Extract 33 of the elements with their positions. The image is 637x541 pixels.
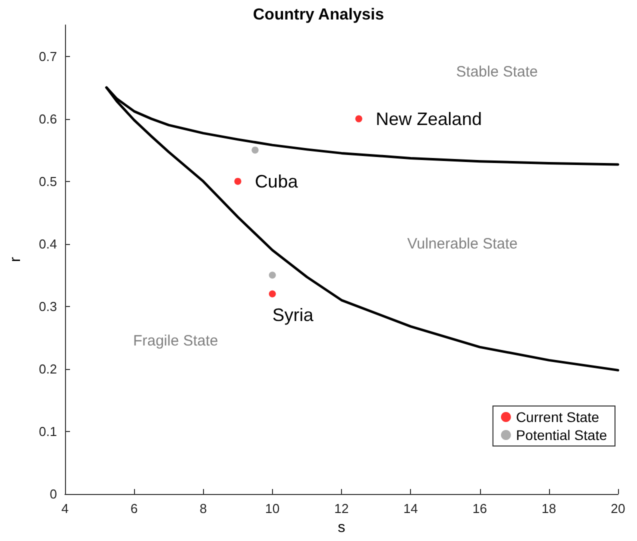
annotation: Cuba bbox=[254, 171, 299, 192]
y-tick-label: 0.4 bbox=[38, 236, 57, 252]
point bbox=[268, 272, 276, 279]
y-tick-label: 0.6 bbox=[38, 111, 57, 126]
legend-label: Potential State bbox=[516, 427, 608, 443]
x-tick-label: 10 bbox=[265, 501, 280, 516]
x-tick-label: 18 bbox=[542, 501, 556, 516]
legend-label: Current State bbox=[516, 409, 600, 425]
x-tick-label: 16 bbox=[472, 501, 487, 516]
x-tick-label: 6 bbox=[130, 501, 138, 516]
annotation: Stable State bbox=[456, 63, 538, 80]
point bbox=[252, 146, 259, 154]
y-tick-label: 0.5 bbox=[38, 174, 57, 189]
x-tick-label: 12 bbox=[334, 501, 349, 516]
point bbox=[234, 178, 242, 185]
x-tick-label: 20 bbox=[610, 501, 626, 516]
y-tick-label: 0 bbox=[50, 486, 57, 502]
y-tick-label: 0.7 bbox=[38, 48, 57, 64]
point bbox=[268, 290, 276, 298]
x-tick-label: 4 bbox=[61, 501, 69, 516]
x-axis-title: s bbox=[338, 518, 346, 536]
y-tick-label: 0.3 bbox=[38, 298, 57, 314]
annotation: New Zealand bbox=[376, 108, 482, 129]
y-axis-title: r bbox=[7, 257, 24, 262]
y-tick-label: 0.2 bbox=[38, 361, 57, 376]
chart-title: Country Analysis bbox=[253, 6, 384, 24]
point bbox=[355, 115, 362, 122]
x-tick-label: 8 bbox=[200, 501, 207, 516]
annotation: Vulnerable State bbox=[407, 235, 518, 252]
y-tick-label: 0.1 bbox=[38, 424, 57, 439]
x-tick-label: 14 bbox=[403, 501, 418, 516]
annotation: Fragile State bbox=[133, 332, 218, 350]
annotation: Syria bbox=[272, 304, 314, 325]
